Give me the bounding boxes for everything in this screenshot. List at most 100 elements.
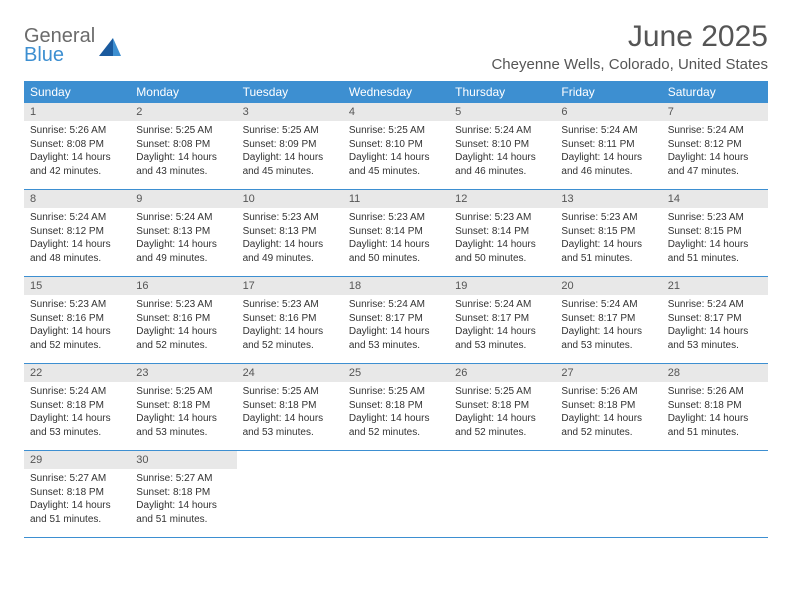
day-number: 25 <box>343 364 449 382</box>
daylight-line: Daylight: 14 hours and 53 minutes. <box>668 325 762 352</box>
day-number: 26 <box>449 364 555 382</box>
sunrise-line: Sunrise: 5:24 AM <box>30 385 124 399</box>
weekday-header: Sunday <box>24 81 130 103</box>
sunrise-line: Sunrise: 5:26 AM <box>561 385 655 399</box>
day-cell: 7Sunrise: 5:24 AMSunset: 8:12 PMDaylight… <box>662 103 768 189</box>
sunset-line: Sunset: 8:11 PM <box>561 138 655 152</box>
day-body: Sunrise: 5:23 AMSunset: 8:16 PMDaylight:… <box>130 295 236 358</box>
day-cell: 11Sunrise: 5:23 AMSunset: 8:14 PMDayligh… <box>343 190 449 276</box>
day-body: Sunrise: 5:25 AMSunset: 8:10 PMDaylight:… <box>343 121 449 184</box>
day-cell <box>343 451 449 537</box>
day-number: 2 <box>130 103 236 121</box>
sunrise-line: Sunrise: 5:24 AM <box>30 211 124 225</box>
daylight-line: Daylight: 14 hours and 42 minutes. <box>30 151 124 178</box>
logo-text: General Blue <box>24 26 95 65</box>
sunset-line: Sunset: 8:09 PM <box>243 138 337 152</box>
sunrise-line: Sunrise: 5:25 AM <box>136 124 230 138</box>
daylight-line: Daylight: 14 hours and 51 minutes. <box>136 499 230 526</box>
sunset-line: Sunset: 8:16 PM <box>30 312 124 326</box>
sunset-line: Sunset: 8:10 PM <box>349 138 443 152</box>
daylight-line: Daylight: 14 hours and 45 minutes. <box>349 151 443 178</box>
day-cell: 15Sunrise: 5:23 AMSunset: 8:16 PMDayligh… <box>24 277 130 363</box>
day-body: Sunrise: 5:24 AMSunset: 8:17 PMDaylight:… <box>343 295 449 358</box>
day-cell: 28Sunrise: 5:26 AMSunset: 8:18 PMDayligh… <box>662 364 768 450</box>
sunrise-line: Sunrise: 5:23 AM <box>243 211 337 225</box>
day-cell <box>237 451 343 537</box>
day-cell: 16Sunrise: 5:23 AMSunset: 8:16 PMDayligh… <box>130 277 236 363</box>
day-body: Sunrise: 5:23 AMSunset: 8:13 PMDaylight:… <box>237 208 343 271</box>
day-body: Sunrise: 5:24 AMSunset: 8:12 PMDaylight:… <box>24 208 130 271</box>
day-number: 18 <box>343 277 449 295</box>
day-number: 16 <box>130 277 236 295</box>
daylight-line: Daylight: 14 hours and 52 minutes. <box>243 325 337 352</box>
day-number: 14 <box>662 190 768 208</box>
day-cell: 10Sunrise: 5:23 AMSunset: 8:13 PMDayligh… <box>237 190 343 276</box>
daylight-line: Daylight: 14 hours and 50 minutes. <box>455 238 549 265</box>
sunrise-line: Sunrise: 5:26 AM <box>30 124 124 138</box>
week-row: 8Sunrise: 5:24 AMSunset: 8:12 PMDaylight… <box>24 190 768 277</box>
day-body: Sunrise: 5:24 AMSunset: 8:12 PMDaylight:… <box>662 121 768 184</box>
day-body: Sunrise: 5:24 AMSunset: 8:10 PMDaylight:… <box>449 121 555 184</box>
day-number: 24 <box>237 364 343 382</box>
weekday-header: Wednesday <box>343 81 449 103</box>
daylight-line: Daylight: 14 hours and 49 minutes. <box>243 238 337 265</box>
day-cell: 23Sunrise: 5:25 AMSunset: 8:18 PMDayligh… <box>130 364 236 450</box>
day-cell: 4Sunrise: 5:25 AMSunset: 8:10 PMDaylight… <box>343 103 449 189</box>
day-cell: 25Sunrise: 5:25 AMSunset: 8:18 PMDayligh… <box>343 364 449 450</box>
day-body: Sunrise: 5:24 AMSunset: 8:18 PMDaylight:… <box>24 382 130 445</box>
week-row: 1Sunrise: 5:26 AMSunset: 8:08 PMDaylight… <box>24 103 768 190</box>
title-block: June 2025 Cheyenne Wells, Colorado, Unit… <box>491 20 768 73</box>
sunset-line: Sunset: 8:08 PM <box>30 138 124 152</box>
day-number: 23 <box>130 364 236 382</box>
sunrise-line: Sunrise: 5:23 AM <box>668 211 762 225</box>
day-cell: 24Sunrise: 5:25 AMSunset: 8:18 PMDayligh… <box>237 364 343 450</box>
day-body: Sunrise: 5:25 AMSunset: 8:18 PMDaylight:… <box>343 382 449 445</box>
week-row: 22Sunrise: 5:24 AMSunset: 8:18 PMDayligh… <box>24 364 768 451</box>
sunset-line: Sunset: 8:12 PM <box>668 138 762 152</box>
week-row: 29Sunrise: 5:27 AMSunset: 8:18 PMDayligh… <box>24 451 768 538</box>
day-number: 28 <box>662 364 768 382</box>
day-body: Sunrise: 5:26 AMSunset: 8:18 PMDaylight:… <box>662 382 768 445</box>
sunrise-line: Sunrise: 5:24 AM <box>349 298 443 312</box>
sunset-line: Sunset: 8:08 PM <box>136 138 230 152</box>
sunrise-line: Sunrise: 5:26 AM <box>668 385 762 399</box>
daylight-line: Daylight: 14 hours and 53 minutes. <box>136 412 230 439</box>
sunset-line: Sunset: 8:13 PM <box>136 225 230 239</box>
weekday-header: Monday <box>130 81 236 103</box>
day-body: Sunrise: 5:24 AMSunset: 8:11 PMDaylight:… <box>555 121 661 184</box>
sunrise-line: Sunrise: 5:24 AM <box>668 124 762 138</box>
day-body: Sunrise: 5:23 AMSunset: 8:14 PMDaylight:… <box>343 208 449 271</box>
day-body: Sunrise: 5:25 AMSunset: 8:18 PMDaylight:… <box>237 382 343 445</box>
sunset-line: Sunset: 8:18 PM <box>561 399 655 413</box>
daylight-line: Daylight: 14 hours and 51 minutes. <box>30 499 124 526</box>
day-body: Sunrise: 5:25 AMSunset: 8:18 PMDaylight:… <box>130 382 236 445</box>
day-number: 22 <box>24 364 130 382</box>
day-cell: 27Sunrise: 5:26 AMSunset: 8:18 PMDayligh… <box>555 364 661 450</box>
sunrise-line: Sunrise: 5:25 AM <box>136 385 230 399</box>
day-cell: 1Sunrise: 5:26 AMSunset: 8:08 PMDaylight… <box>24 103 130 189</box>
sunrise-line: Sunrise: 5:25 AM <box>243 385 337 399</box>
sunrise-line: Sunrise: 5:25 AM <box>349 124 443 138</box>
sunrise-line: Sunrise: 5:23 AM <box>30 298 124 312</box>
sunset-line: Sunset: 8:13 PM <box>243 225 337 239</box>
day-number: 20 <box>555 277 661 295</box>
daylight-line: Daylight: 14 hours and 51 minutes. <box>668 238 762 265</box>
day-cell: 2Sunrise: 5:25 AMSunset: 8:08 PMDaylight… <box>130 103 236 189</box>
daylight-line: Daylight: 14 hours and 52 minutes. <box>349 412 443 439</box>
weekday-header: Saturday <box>662 81 768 103</box>
day-cell: 21Sunrise: 5:24 AMSunset: 8:17 PMDayligh… <box>662 277 768 363</box>
day-number: 7 <box>662 103 768 121</box>
day-number: 9 <box>130 190 236 208</box>
location: Cheyenne Wells, Colorado, United States <box>491 56 768 73</box>
sunrise-line: Sunrise: 5:23 AM <box>243 298 337 312</box>
sunrise-line: Sunrise: 5:25 AM <box>455 385 549 399</box>
daylight-line: Daylight: 14 hours and 53 minutes. <box>349 325 443 352</box>
sunset-line: Sunset: 8:14 PM <box>349 225 443 239</box>
sunrise-line: Sunrise: 5:24 AM <box>561 124 655 138</box>
day-number: 30 <box>130 451 236 469</box>
daylight-line: Daylight: 14 hours and 53 minutes. <box>30 412 124 439</box>
sunrise-line: Sunrise: 5:27 AM <box>30 472 124 486</box>
day-cell: 9Sunrise: 5:24 AMSunset: 8:13 PMDaylight… <box>130 190 236 276</box>
daylight-line: Daylight: 14 hours and 49 minutes. <box>136 238 230 265</box>
day-cell: 19Sunrise: 5:24 AMSunset: 8:17 PMDayligh… <box>449 277 555 363</box>
